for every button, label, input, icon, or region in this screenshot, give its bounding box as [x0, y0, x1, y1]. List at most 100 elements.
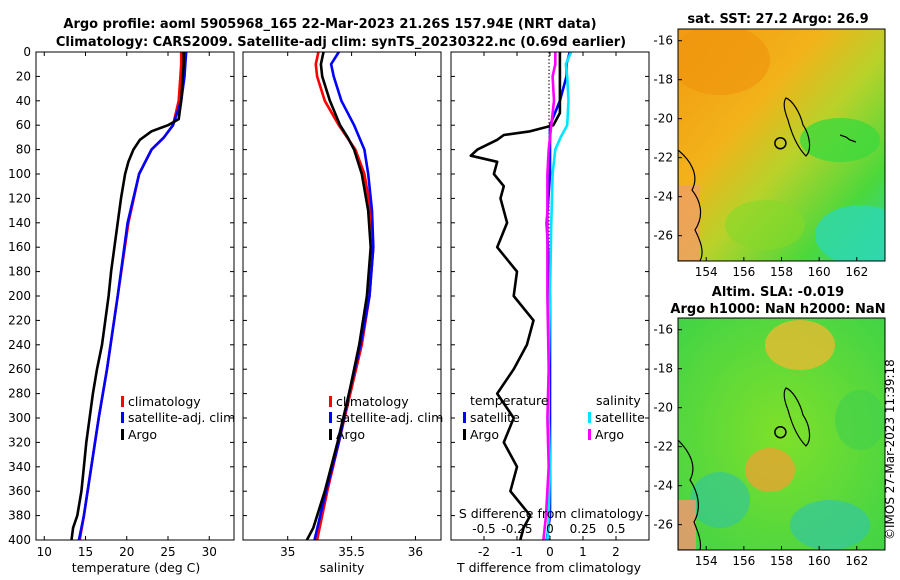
legend-argo-swatch [121, 429, 124, 440]
map-y-tick-label: -24 [653, 190, 673, 204]
legend-climatology-label: climatology [336, 394, 409, 409]
island-outline [783, 387, 811, 447]
s-tick-label: 0 [546, 522, 554, 536]
s-difference-label: S difference from climatology [459, 506, 644, 521]
legend-salinity-title: salinity [596, 393, 641, 408]
series-line-climatology [314, 52, 375, 540]
y-tick-label: 300 [8, 411, 31, 425]
temperature-panel: 10 15 20 25 30020406080100120140160180200220… [8, 45, 235, 575]
difference-panel: -2 -1 0 1 2 T difference from climatology S … [450, 51, 650, 575]
map-y-tick-label: -20 [653, 112, 673, 126]
y-tick-label: 100 [8, 167, 31, 181]
map-y-tick-label: -20 [653, 401, 673, 415]
y-tick-label: 260 [8, 362, 31, 376]
series-line-argo [70, 52, 185, 540]
sst-cool-patch [800, 118, 880, 162]
series-line-argo [305, 52, 373, 540]
legend-climatology-label: climatology [128, 394, 201, 409]
map-x-tick-label: 160 [808, 554, 831, 568]
legend-s-satellite-label: satellite [595, 410, 645, 425]
x-tick-label: -1 [511, 545, 523, 559]
land-mask [678, 500, 696, 550]
legend-t-satellite-label: satellite [470, 410, 520, 425]
sla-map-title-line-1: Altim. SLA: -0.019 [712, 285, 844, 300]
map-x-tick-label: 156 [732, 554, 755, 568]
y-tick-label: 340 [8, 460, 31, 474]
legend-s-satellite-swatch [588, 412, 591, 423]
argo-location-marker [774, 425, 787, 439]
legend-temperature-title: temperature [470, 393, 549, 408]
coastline [678, 439, 702, 550]
temperature-xlabel: temperature (deg C) [72, 560, 201, 575]
x-tick-label: 15 [78, 545, 93, 559]
sst-cool-patch [815, 205, 885, 261]
y-tick-label: 120 [8, 191, 31, 205]
sst-map: 154 156 158 160 162 -16 -18 -20 -22 -24 -26 [653, 28, 886, 279]
y-tick-label: 220 [8, 313, 31, 327]
map-y-tick-label: -24 [653, 479, 673, 493]
map-x-tick-label: 162 [845, 265, 868, 279]
map-y-tick-label: -18 [653, 362, 673, 376]
map-y-tick-label: -16 [653, 34, 673, 48]
map-x-tick-label: 154 [695, 554, 718, 568]
timestamp-credit: ©IMOS 27-Mar-2023 11:39:18 [883, 359, 897, 540]
legend-climatology-swatch [329, 396, 332, 407]
legend-argo-swatch [329, 429, 332, 440]
map-y-tick-label: -22 [653, 151, 673, 165]
sla-high-patch [765, 320, 835, 370]
title-line-2: Climatology: CARS2009. Satellite-adj cli… [56, 35, 626, 50]
salinity-xlabel: salinity [320, 560, 365, 575]
map-y-tick-label: -22 [653, 440, 673, 454]
series-line-t-argo [469, 52, 562, 540]
land-mask [678, 185, 700, 261]
sla-low-patch [690, 472, 750, 528]
legend-satellite-swatch [329, 412, 332, 423]
temperature-diff-legend: temperature satellite Argo [463, 393, 549, 442]
sst-patch [725, 200, 805, 250]
y-tick-label: 80 [16, 143, 31, 157]
sla-map-title-line-2: Argo h1000: NaN h2000: NaN [670, 302, 885, 317]
y-tick-label: 400 [8, 533, 31, 547]
sst-warm-patch [678, 29, 770, 95]
t-difference-xlabel: T difference from climatology [456, 560, 642, 575]
map-x-tick-label: 160 [808, 265, 831, 279]
legend-t-satellite-swatch [463, 412, 466, 423]
salinity-axes-box [242, 51, 442, 541]
map-x-tick-label: 162 [845, 554, 868, 568]
reef-outline [839, 134, 857, 143]
legend-argo-label: Argo [128, 427, 157, 442]
argo-location-marker [774, 136, 787, 150]
s-tick-label: 0.25 [570, 522, 597, 536]
legend-satellite-label: satellite-adj. clim [336, 410, 443, 425]
map-x-tick-label: 156 [732, 265, 755, 279]
y-tick-label: 180 [8, 265, 31, 279]
sla-low-patch [790, 500, 870, 550]
legend-t-argo-swatch [463, 429, 466, 440]
title-line-1: Argo profile: aoml 5905968_165 22-Mar-20… [63, 17, 596, 32]
map-y-tick-label: -26 [653, 229, 673, 243]
y-tick-label: 140 [8, 216, 31, 230]
x-tick-label: 30 [202, 545, 217, 559]
y-tick-label: 0 [23, 45, 31, 59]
y-tick-label: 360 [8, 484, 31, 498]
salinity-diff-legend: salinity satellite Argo [588, 393, 645, 442]
sla-high-patch [745, 448, 795, 492]
y-tick-label: 20 [16, 69, 31, 83]
legend-s-argo-swatch [588, 429, 591, 440]
salinity-legend: climatology satellite-adj. clim Argo [329, 394, 443, 442]
legend-satellite-label: satellite-adj. clim [128, 410, 235, 425]
x-tick-label: 25 [160, 545, 175, 559]
temperature-legend: climatology satellite-adj. clim Argo [121, 394, 235, 442]
x-tick-label: 35 [280, 545, 295, 559]
x-tick-label: -2 [478, 545, 490, 559]
map-x-tick-label: 158 [770, 265, 793, 279]
y-tick-label: 200 [8, 289, 31, 303]
s-tick-label: -0.5 [472, 522, 495, 536]
temperature-axes-box [35, 51, 235, 541]
x-tick-label: 0 [546, 545, 554, 559]
legend-t-argo-label: Argo [470, 427, 499, 442]
legend-s-argo-label: Argo [595, 427, 624, 442]
map-y-tick-label: -26 [653, 518, 673, 532]
s-tick-label: 0.5 [606, 522, 625, 536]
